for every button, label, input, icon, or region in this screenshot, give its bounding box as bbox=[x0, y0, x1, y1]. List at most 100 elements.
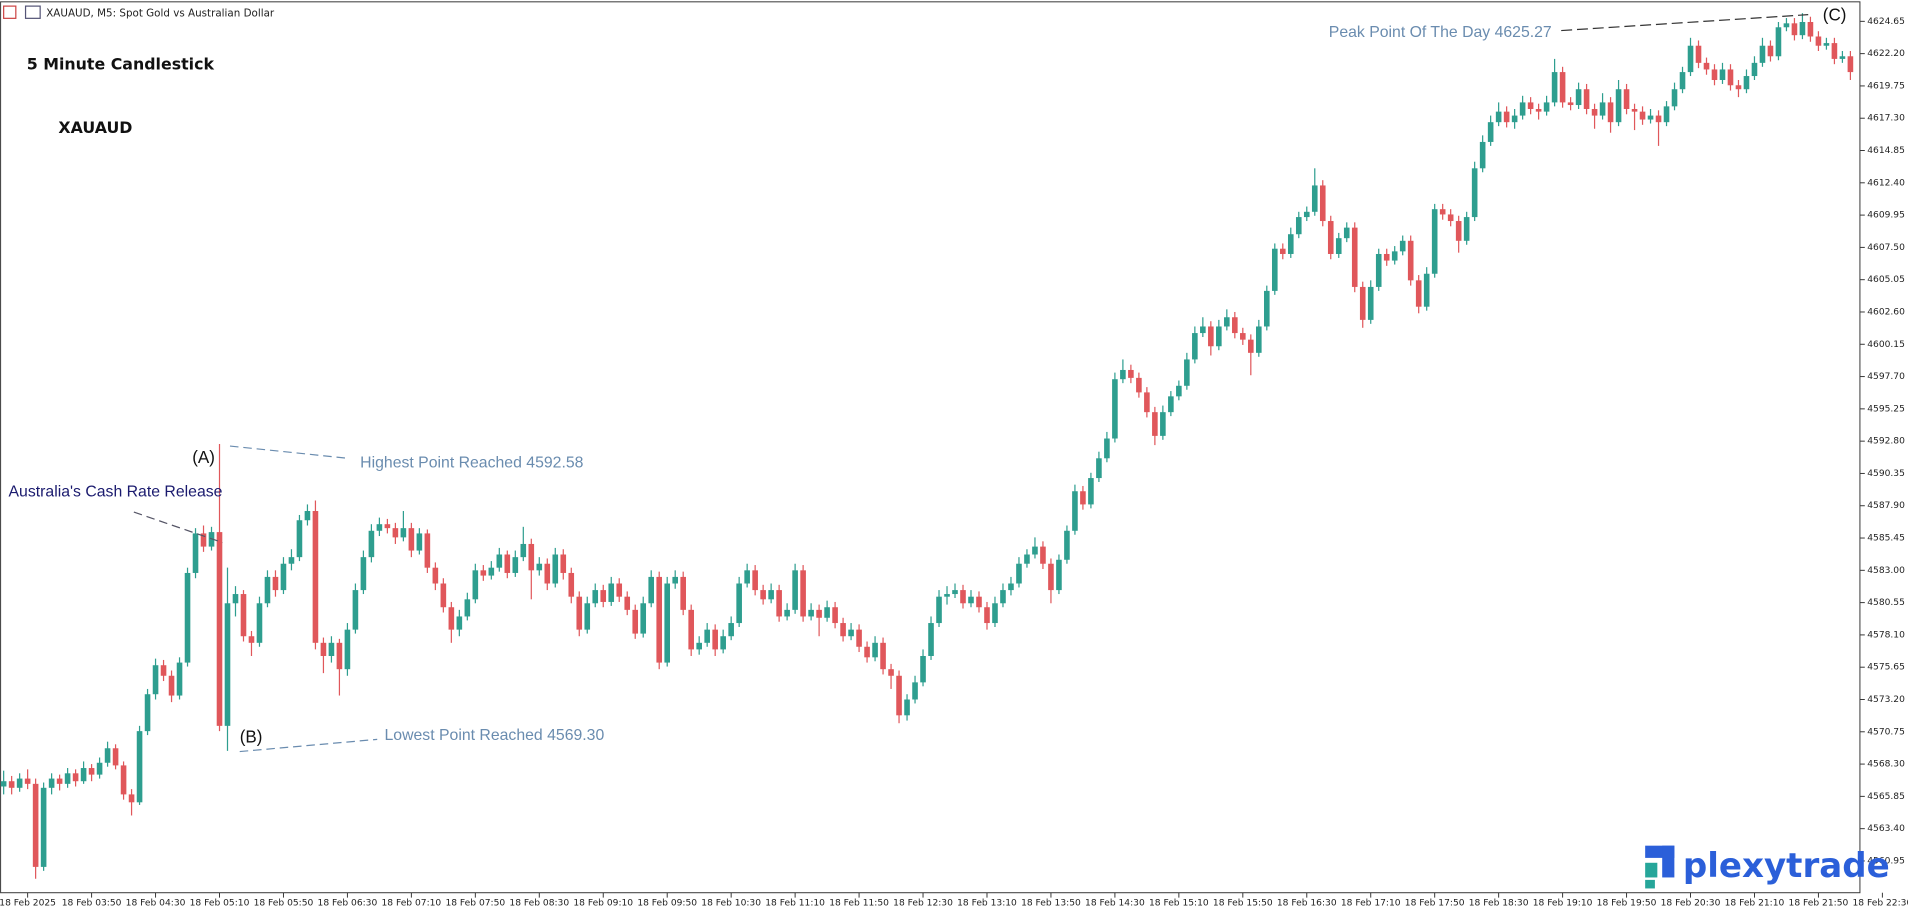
candle-body bbox=[1807, 21, 1814, 37]
candle-body bbox=[728, 623, 734, 637]
candle-body bbox=[528, 543, 535, 571]
candle-body bbox=[504, 554, 511, 573]
candle-body bbox=[480, 570, 487, 576]
candle-body bbox=[1056, 559, 1062, 591]
candle-body bbox=[168, 675, 175, 696]
candle-body bbox=[1495, 111, 1502, 123]
candle-body bbox=[968, 596, 974, 604]
candle-body bbox=[664, 583, 671, 663]
candle-body bbox=[456, 616, 463, 630]
candle-body bbox=[1527, 102, 1534, 109]
candle-body bbox=[176, 662, 183, 696]
candle-body bbox=[312, 511, 319, 643]
candle-body bbox=[216, 532, 223, 726]
window-title: XAUAUD, M5: Spot Gold vs Australian Doll… bbox=[46, 7, 275, 19]
x-tick-label: 18 Feb 10:30 bbox=[701, 899, 761, 908]
candle-body bbox=[656, 576, 663, 663]
y-tick-label: 4573.20 bbox=[1867, 695, 1905, 705]
x-tick-label: 18 Feb 15:10 bbox=[1149, 899, 1209, 908]
candle-body bbox=[1256, 326, 1262, 353]
annotation: Australia's Cash Rate Release bbox=[9, 484, 223, 501]
candle-body bbox=[192, 533, 199, 573]
x-tick-label: 18 Feb 18:30 bbox=[1469, 899, 1529, 908]
y-tick-label: 4619.75 bbox=[1867, 81, 1905, 91]
candle-body bbox=[1351, 227, 1358, 287]
candle-body bbox=[128, 794, 135, 803]
x-tick-label: 18 Feb 2025 bbox=[0, 899, 56, 908]
x-tick-label: 18 Feb 15:50 bbox=[1213, 899, 1273, 908]
candle-body bbox=[1831, 43, 1838, 59]
candle-body bbox=[1208, 326, 1214, 347]
candle-body bbox=[1583, 89, 1590, 109]
candle-body bbox=[640, 603, 647, 634]
candle-body bbox=[1144, 392, 1150, 413]
x-tick-label: 18 Feb 13:50 bbox=[1021, 899, 1081, 908]
candle-body bbox=[768, 590, 774, 600]
x-tick-label: 18 Feb 11:50 bbox=[829, 899, 889, 908]
candle-body bbox=[112, 748, 119, 766]
candle-body bbox=[1128, 369, 1134, 378]
candle-body bbox=[104, 748, 111, 763]
y-tick-label: 4585.45 bbox=[1867, 534, 1905, 544]
y-tick-label: 4578.10 bbox=[1867, 630, 1905, 640]
candle-body bbox=[872, 642, 878, 658]
candle-body bbox=[1671, 89, 1678, 107]
candle-body bbox=[1279, 248, 1286, 254]
annotation: Peak Point Of The Day 4625.27 bbox=[1329, 24, 1552, 41]
candle-body bbox=[1431, 209, 1438, 274]
candle-body bbox=[1375, 253, 1382, 287]
y-tick-label: 4622.20 bbox=[1867, 49, 1905, 59]
candle-body bbox=[1240, 333, 1246, 340]
candle-body bbox=[832, 607, 838, 624]
candle-body bbox=[1391, 251, 1398, 261]
candle-body bbox=[936, 596, 942, 624]
candle-body bbox=[944, 594, 950, 597]
candle-body bbox=[688, 609, 694, 650]
x-tick-label: 18 Feb 08:30 bbox=[509, 899, 569, 908]
plot: 4560.95 4563.40 4565.85 4568.30 4570.75 4573.… bbox=[0, 13, 1908, 908]
candle-body bbox=[376, 524, 383, 531]
candle-body bbox=[1719, 69, 1726, 80]
candle-body bbox=[712, 629, 718, 650]
candle-body bbox=[1064, 530, 1070, 560]
candle-body bbox=[1575, 89, 1582, 106]
candle-body bbox=[568, 572, 575, 597]
candle-body bbox=[40, 787, 47, 867]
x-tick-label: 18 Feb 03:50 bbox=[62, 899, 122, 908]
candle-body bbox=[1759, 45, 1766, 63]
candle-body bbox=[1559, 72, 1566, 103]
candle-body bbox=[16, 778, 23, 788]
candle-body bbox=[64, 773, 71, 784]
x-tick-label: 18 Feb 09:10 bbox=[573, 899, 633, 908]
candle-body bbox=[160, 665, 167, 676]
candle-body bbox=[472, 570, 479, 600]
candle-body bbox=[840, 623, 846, 637]
candle-body bbox=[1607, 102, 1614, 123]
candle-body bbox=[1743, 76, 1750, 90]
candle-body bbox=[952, 590, 958, 595]
y-tick-label: 4568.30 bbox=[1867, 760, 1905, 770]
candle-body bbox=[560, 554, 567, 573]
candle-body bbox=[1599, 102, 1606, 116]
candle-body bbox=[1176, 385, 1182, 397]
candle-body bbox=[240, 594, 247, 637]
candle-body bbox=[1663, 106, 1670, 123]
candle-body bbox=[1751, 62, 1758, 77]
candle-body bbox=[960, 590, 966, 604]
candle-body bbox=[1048, 563, 1054, 591]
candle-body bbox=[1815, 36, 1822, 46]
annotation-line bbox=[229, 445, 349, 459]
chart-title: 5 Minute Candlestick bbox=[27, 54, 215, 73]
candle-body bbox=[1463, 217, 1470, 241]
candle-body bbox=[1735, 85, 1742, 90]
candle-body bbox=[24, 778, 31, 784]
x-tick-label: 18 Feb 11:10 bbox=[765, 899, 825, 908]
candle-body bbox=[784, 609, 790, 617]
candle-body bbox=[720, 636, 726, 650]
candle-body bbox=[792, 570, 798, 610]
candle-body bbox=[1615, 89, 1622, 123]
candle-body bbox=[760, 590, 766, 600]
candle-body bbox=[232, 594, 239, 604]
candle-body bbox=[1295, 217, 1302, 235]
